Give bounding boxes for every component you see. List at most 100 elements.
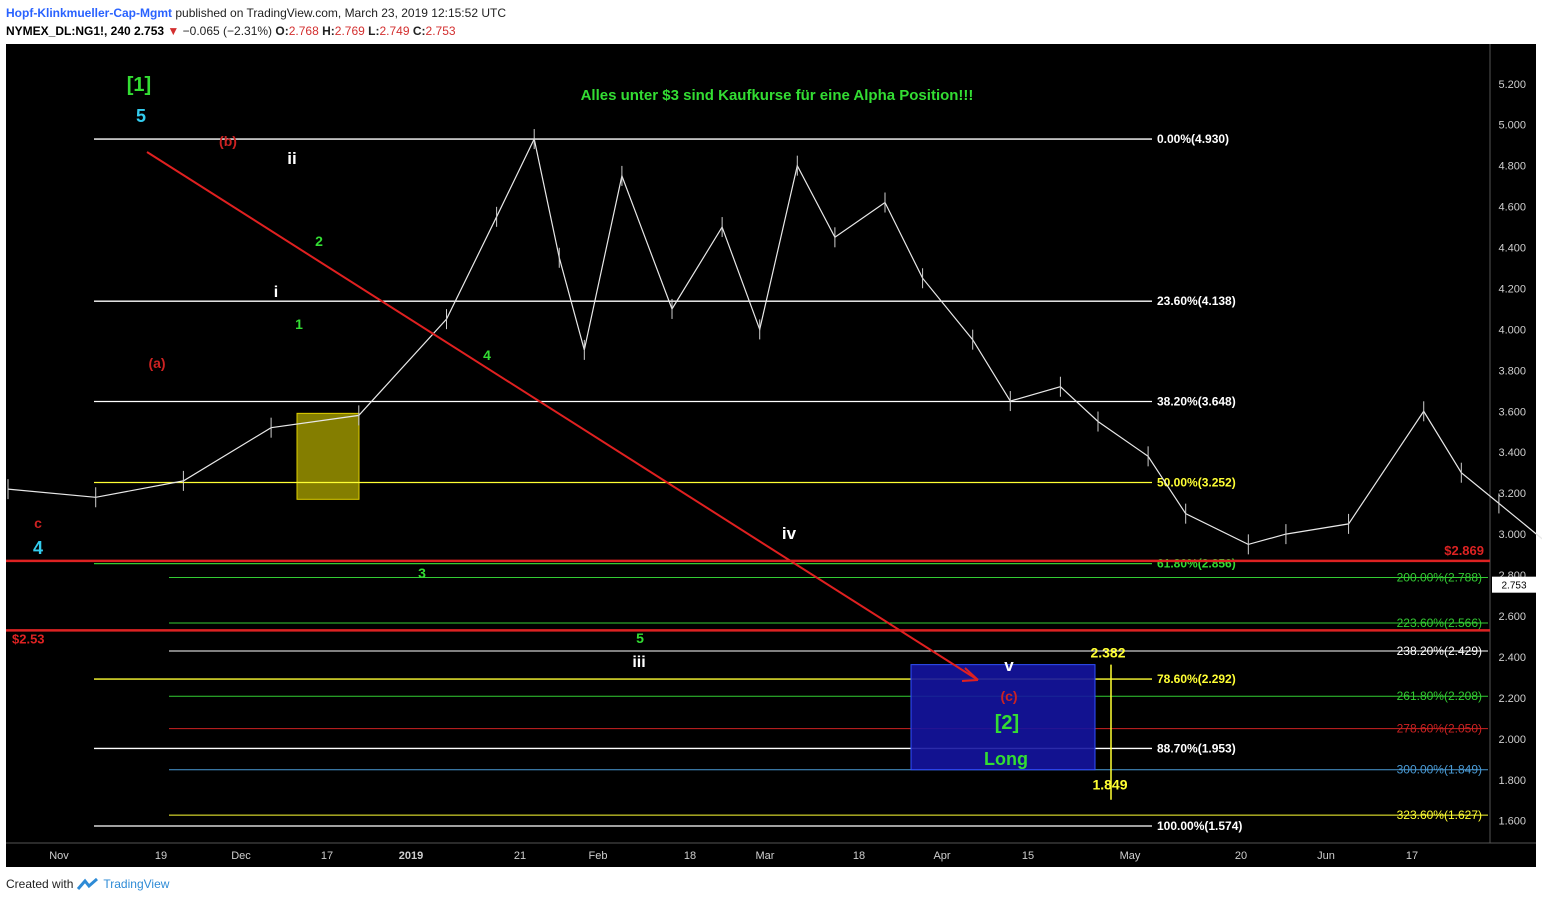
- x-tick-label: 20: [1235, 850, 1247, 862]
- yellow-zone: [296, 412, 360, 500]
- high-label: H:: [322, 24, 335, 38]
- fib-level-label: 88.70%(1.953): [1157, 741, 1236, 755]
- fib-level-label: 78.60%(2.292): [1157, 672, 1236, 686]
- x-tick-label: Jun: [1317, 850, 1335, 862]
- wave-label: iii: [632, 654, 645, 671]
- price-axis: [1490, 44, 1536, 843]
- fib-level-label: 50.00%(3.252): [1157, 476, 1236, 490]
- y-tick-label: 4.600: [1498, 202, 1526, 214]
- y-tick-label: 3.400: [1498, 447, 1526, 459]
- x-tick-label: 17: [1406, 850, 1418, 862]
- created-with-text: Created with: [6, 877, 74, 891]
- plot-area: [6, 44, 1490, 843]
- price-chart[interactable]: 5.200 5.000 4.800 4.600 4.400 4.200 4.000 3.800…: [0, 0, 1542, 870]
- tradingview-logo-icon: [77, 877, 99, 890]
- open-value: 2.768: [288, 24, 319, 38]
- x-tick-label: 15: [1022, 850, 1034, 862]
- y-tick-label: 1.800: [1498, 775, 1526, 787]
- y-tick-label: 3.000: [1498, 529, 1526, 541]
- price-change: −0.065 (−2.31%): [182, 24, 273, 38]
- tradingview-brand[interactable]: TradingView: [103, 877, 170, 891]
- ext-level-label: 278.60%(2.050): [1397, 722, 1482, 736]
- y-tick-label: 3.800: [1498, 365, 1526, 377]
- target-top-label: 2.382: [1090, 645, 1125, 661]
- red-level-label: $2.869: [1444, 543, 1484, 558]
- fib-level-label: 23.60%(4.138): [1157, 294, 1236, 308]
- y-tick-label: 4.200: [1498, 283, 1526, 295]
- ext-level-label: 238.20%(2.429): [1397, 644, 1482, 658]
- price-series-line: [7, 137, 1542, 546]
- ext-level-label: 223.60%(2.566): [1397, 616, 1482, 630]
- last-price-tag-label: 2.753: [1501, 581, 1526, 592]
- wave-label: 5: [136, 106, 146, 126]
- x-tick-label: 17: [321, 850, 333, 862]
- wave-label: [1]: [127, 74, 151, 96]
- x-tick-label: Apr: [933, 850, 950, 862]
- wave-label: (b): [219, 133, 237, 149]
- time-axis: [6, 843, 1536, 867]
- close-label: C:: [412, 24, 426, 38]
- x-tick-label: 2019: [399, 850, 423, 862]
- x-tick-label: May: [1120, 850, 1141, 862]
- close-value: 2.753: [425, 24, 456, 38]
- y-tick-label: 2.600: [1498, 611, 1526, 623]
- wave-label: (a): [148, 355, 165, 371]
- y-tick-label: 5.000: [1498, 120, 1526, 132]
- chart-annotation-title: Alles unter $3 sind Kaufkurse für eine A…: [581, 87, 974, 104]
- x-tick-label: Dec: [231, 850, 251, 862]
- high-value: 2.769: [334, 24, 365, 38]
- y-tick-label: 2.400: [1498, 652, 1526, 664]
- y-tick-label: 2.000: [1498, 734, 1526, 746]
- wave-label: c: [34, 515, 42, 531]
- y-tick-label: 3.200: [1498, 488, 1526, 500]
- y-tick-label: 2.200: [1498, 693, 1526, 705]
- trend-line: [146, 151, 979, 681]
- last-price-tag: [1492, 576, 1536, 593]
- low-label: L:: [368, 24, 380, 38]
- x-tick-label: Mar: [756, 850, 775, 862]
- fib-level-label: 61.80%(2.856): [1157, 557, 1236, 571]
- y-tick-label: 4.000: [1498, 324, 1526, 336]
- wave-label: v: [1004, 656, 1014, 675]
- last-price: 2.753: [134, 24, 165, 38]
- author-link[interactable]: Hopf-Klinkmueller-Cap-Mgmt: [6, 6, 172, 20]
- wave-label: 4: [483, 347, 491, 363]
- ext-level-label: 261.80%(2.208): [1397, 689, 1482, 703]
- y-tick-label: 4.400: [1498, 243, 1526, 255]
- x-tick-label: 18: [684, 850, 696, 862]
- x-tick-label: 18: [853, 850, 865, 862]
- wave-label: i: [274, 284, 278, 301]
- y-tick-label: 5.200: [1498, 79, 1526, 91]
- wave-label: Long: [984, 749, 1028, 769]
- y-tick-label: 3.600: [1498, 406, 1526, 418]
- published-info: published on TradingView.com, March 23, …: [175, 6, 506, 20]
- wave-label: [2]: [995, 712, 1019, 734]
- x-tick-label: 21: [514, 850, 526, 862]
- open-label: O:: [275, 24, 289, 38]
- x-tick-label: Feb: [589, 850, 608, 862]
- publish-line: Hopf-Klinkmueller-Cap-Mgmt published on …: [6, 4, 506, 22]
- footer: Created with TradingView: [6, 877, 169, 891]
- wave-label: (c): [1000, 688, 1017, 704]
- wave-label: 1: [295, 316, 303, 332]
- wave-label: 5: [636, 630, 644, 646]
- ext-level-label: 323.60%(1.627): [1397, 808, 1482, 822]
- wave-label: ii: [287, 149, 296, 168]
- x-tick-label: Nov: [49, 850, 69, 862]
- symbol-line: NYMEX_DL:NG1!, 240 2.753 ▼ −0.065 (−2.31…: [6, 22, 506, 40]
- ext-level-label: 200.00%(2.788): [1397, 571, 1482, 585]
- wave-label: 4: [33, 538, 43, 558]
- low-value: 2.749: [379, 24, 410, 38]
- wave-label: iv: [782, 524, 797, 543]
- target-zone: [910, 664, 1096, 771]
- chart-header: Hopf-Klinkmueller-Cap-Mgmt published on …: [6, 4, 506, 40]
- x-tick-label: 19: [155, 850, 167, 862]
- wave-label: 2: [315, 233, 323, 249]
- y-tick-label: 4.800: [1498, 161, 1526, 173]
- red-level-label: $2.53: [12, 631, 45, 646]
- wave-label: 3: [418, 565, 426, 581]
- fib-level-label: 0.00%(4.930): [1157, 132, 1229, 146]
- fib-level-label: 100.00%(1.574): [1157, 819, 1242, 833]
- down-arrow-icon: ▼: [167, 24, 180, 38]
- fib-level-label: 38.20%(3.648): [1157, 394, 1236, 408]
